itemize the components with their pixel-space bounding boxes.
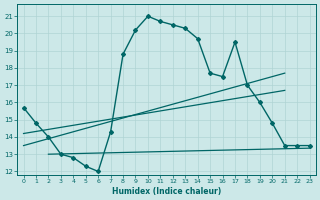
X-axis label: Humidex (Indice chaleur): Humidex (Indice chaleur) [112, 187, 221, 196]
